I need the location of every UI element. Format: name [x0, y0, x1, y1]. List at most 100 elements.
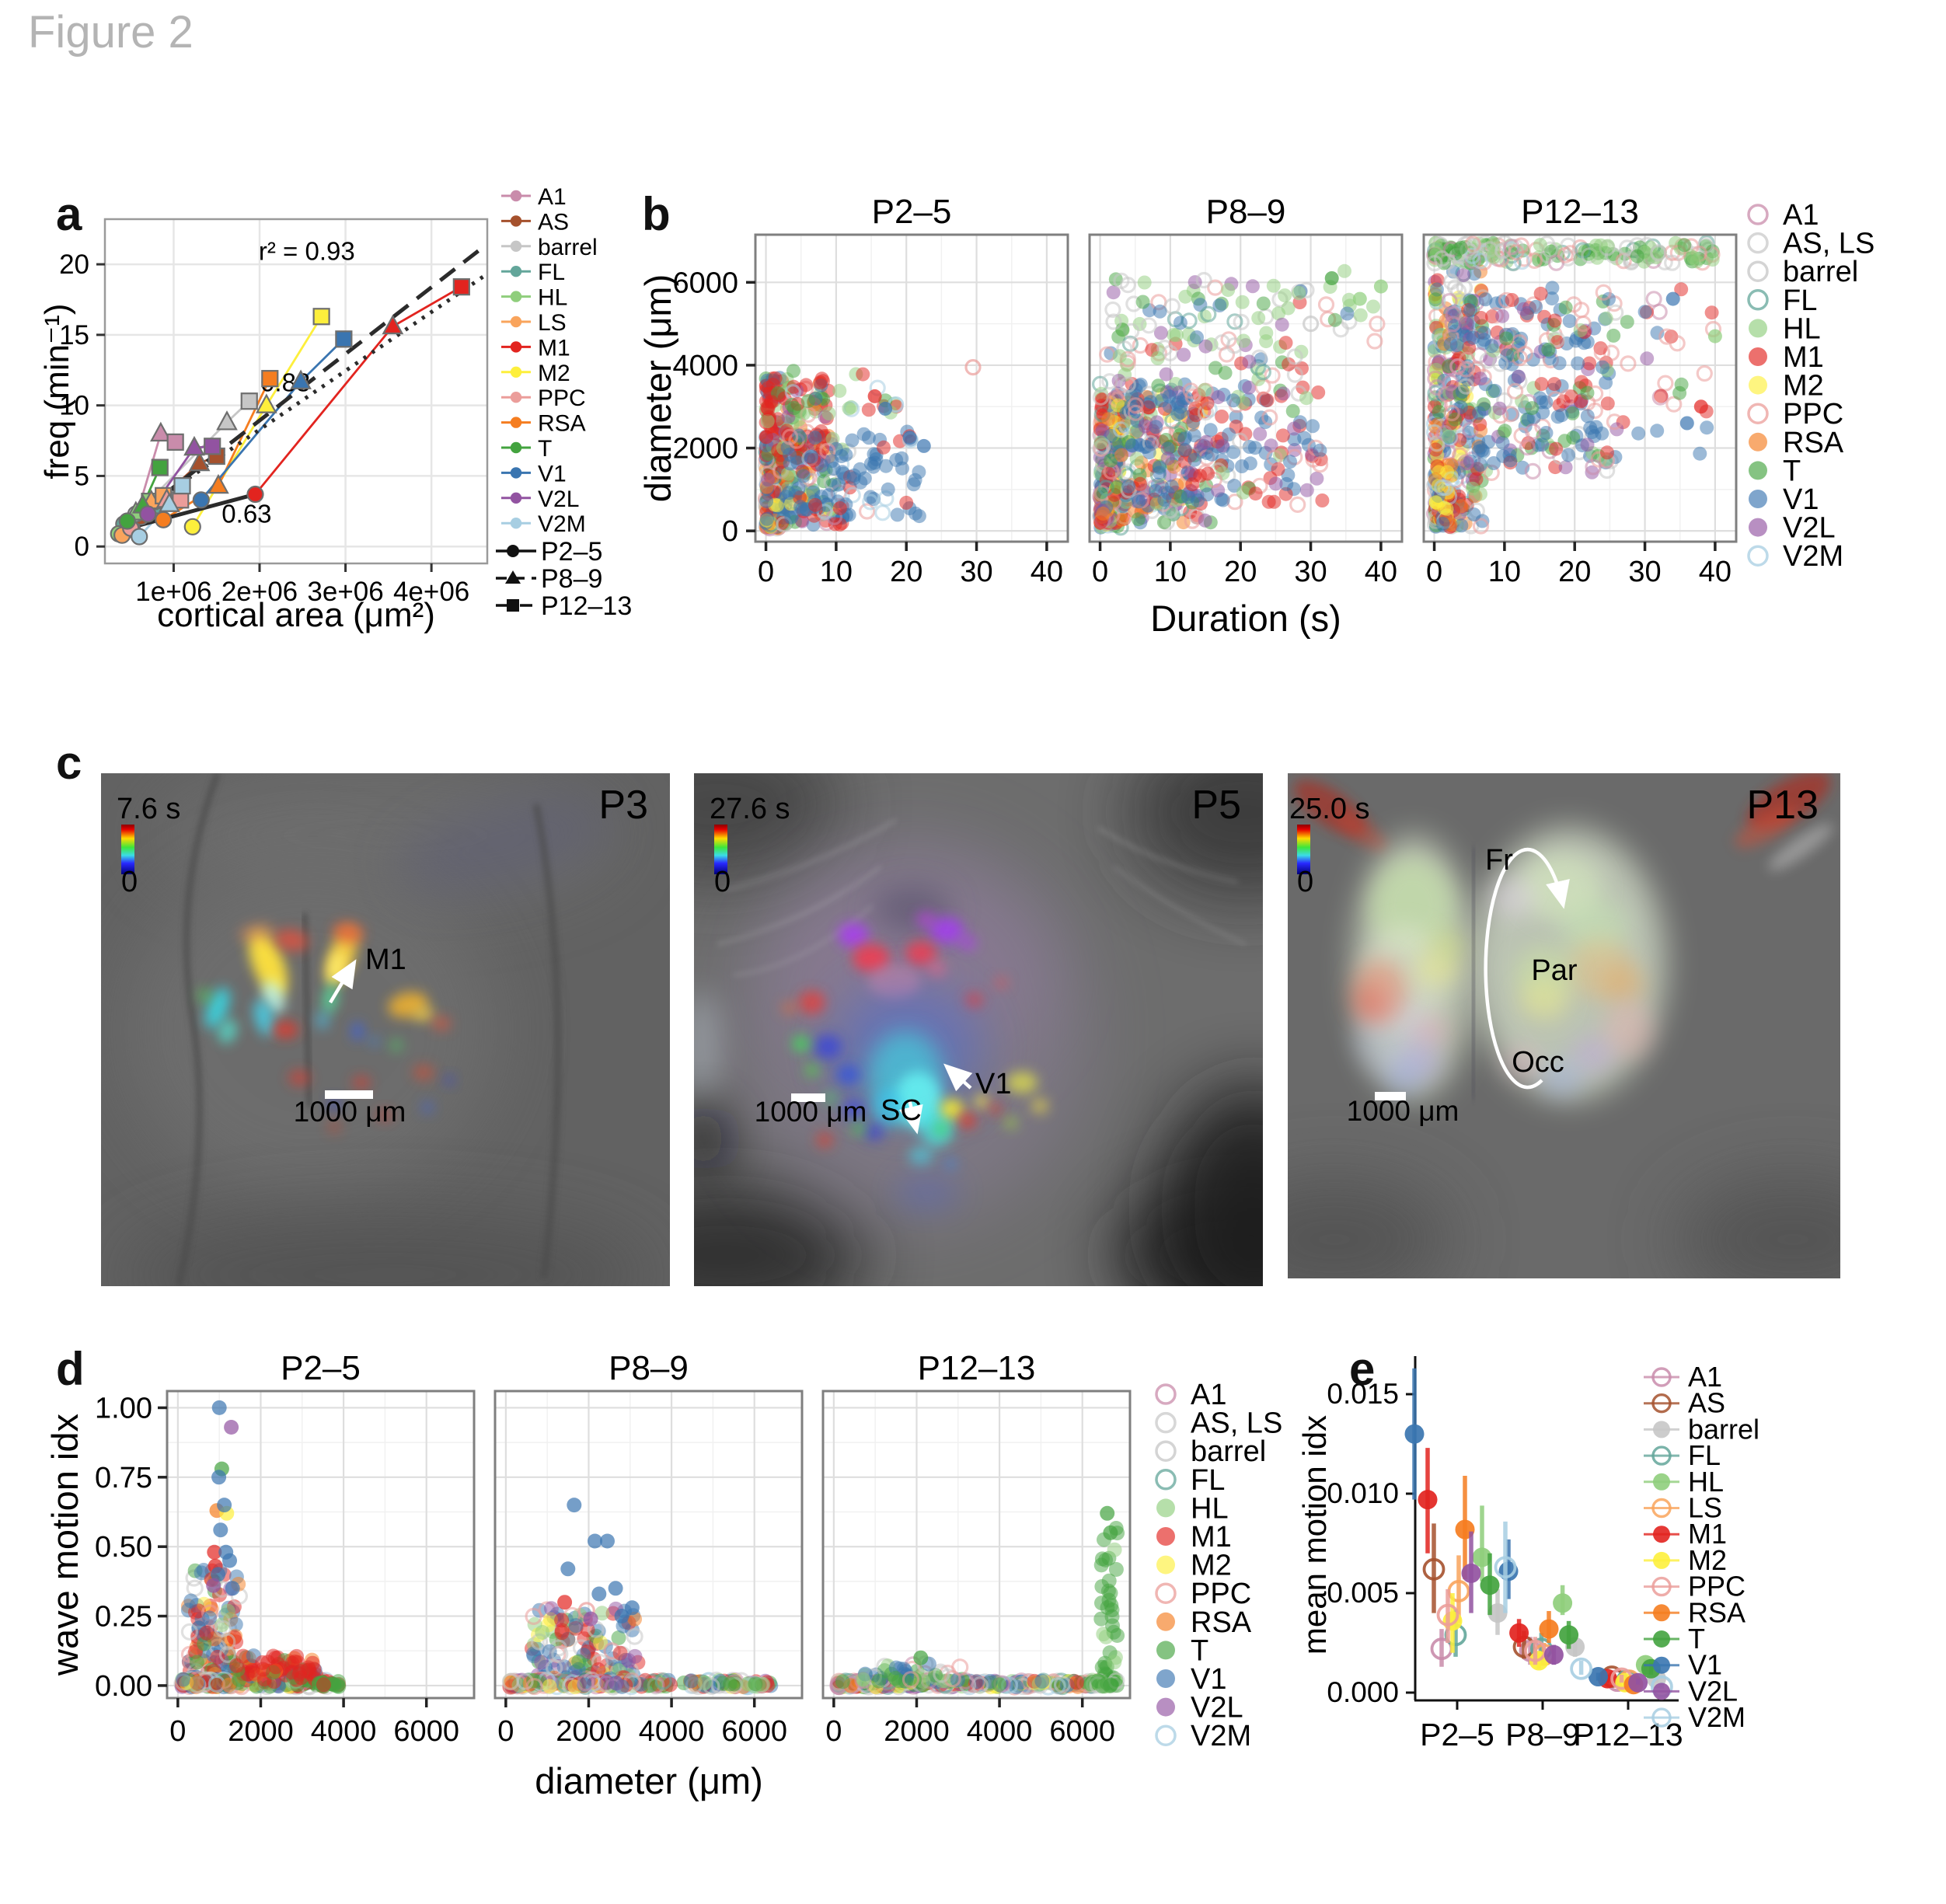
svg-text:0: 0 — [75, 532, 89, 562]
svg-text:M1: M1 — [538, 335, 570, 361]
svg-text:P12–13: P12–13 — [541, 591, 632, 621]
svg-text:T: T — [1191, 1634, 1208, 1667]
annotation-arrow — [329, 959, 357, 1004]
svg-text:0.50: 0.50 — [95, 1531, 152, 1564]
svg-text:P2–5: P2–5 — [541, 537, 602, 567]
svg-text:HL: HL — [1191, 1492, 1229, 1525]
svg-text:40: 40 — [1031, 556, 1063, 588]
scale-bar-label: 1000 μm — [755, 1096, 867, 1128]
svg-text:T: T — [1783, 455, 1801, 487]
svg-text:40: 40 — [1699, 556, 1732, 588]
svg-text:V2L: V2L — [1688, 1675, 1738, 1707]
age-label: P13 — [1746, 783, 1819, 828]
svg-text:V2M: V2M — [1783, 540, 1843, 573]
panel-c-images: 7.6 s 0 P3 1000 μm M1 27.6 s 0 P5 1000 μm V1 SC 25.… — [101, 773, 1840, 1286]
colorbar: 27.6 s 0 — [710, 793, 790, 898]
svg-text:M2: M2 — [1783, 370, 1824, 403]
brain-image-P13: 25.0 s 0 P13 1000 μm Fr Par Occ — [1288, 773, 1840, 1278]
svg-text:5: 5 — [75, 461, 89, 491]
svg-text:A1: A1 — [538, 184, 567, 210]
svg-text:HL: HL — [538, 285, 567, 311]
svg-text:10: 10 — [59, 391, 89, 421]
figure-title: Figure 2 — [28, 7, 194, 58]
region-annotation: Occ — [1512, 1046, 1564, 1079]
svg-text:6000: 6000 — [1049, 1715, 1115, 1748]
svg-text:M2: M2 — [1688, 1544, 1727, 1576]
svg-text:0.000: 0.000 — [1327, 1676, 1399, 1708]
panel-b-ylabel: diameter (μm) — [637, 274, 678, 502]
svg-text:RSA: RSA — [1688, 1596, 1745, 1628]
facet-title: P2–5 — [281, 1349, 361, 1387]
svg-text:4000: 4000 — [311, 1715, 377, 1748]
svg-text:20: 20 — [1224, 556, 1257, 588]
svg-text:PPC: PPC — [1688, 1571, 1745, 1602]
svg-text:2e+06: 2e+06 — [221, 577, 298, 607]
brain-image-P5: 27.6 s 0 P5 1000 μm V1 SC — [694, 773, 1263, 1286]
svg-text:10: 10 — [1154, 556, 1187, 588]
svg-text:A1: A1 — [1688, 1361, 1722, 1393]
colorbar-min-label: 0 — [121, 866, 138, 898]
svg-text:M2: M2 — [538, 361, 570, 386]
svg-text:V1: V1 — [1783, 483, 1819, 516]
age-label: P3 — [598, 783, 648, 828]
scatter-points-d-1 — [501, 1498, 779, 1696]
svg-text:FL: FL — [1688, 1439, 1721, 1471]
panel-e-label: e — [1349, 1343, 1376, 1395]
region-annotation: V1 — [975, 1068, 1011, 1100]
panel-e-ylabel: mean motion idx — [1296, 1415, 1333, 1655]
svg-text:4000: 4000 — [639, 1715, 705, 1748]
svg-text:6000: 6000 — [393, 1715, 459, 1748]
facet-title: P8–9 — [1206, 193, 1286, 231]
facet-title: P12–13 — [918, 1349, 1036, 1387]
svg-text:0: 0 — [722, 515, 738, 548]
svg-text:V1: V1 — [538, 461, 567, 486]
svg-text:0: 0 — [497, 1715, 514, 1748]
scale-bar-label: 1000 μm — [1347, 1095, 1460, 1127]
svg-text:PPC: PPC — [538, 385, 586, 411]
svg-text:0: 0 — [1092, 556, 1108, 588]
svg-text:M2: M2 — [1191, 1550, 1232, 1582]
svg-text:LS: LS — [538, 310, 567, 336]
svg-text:V2M: V2M — [1191, 1720, 1251, 1752]
svg-text:RSA: RSA — [538, 411, 586, 437]
svg-text:V2M: V2M — [1688, 1701, 1745, 1733]
panel-b-chart: P2–5 0 10 20 30 40 P8–9 0 10 20 30 40 P12–13 0 10 20 30 4… — [637, 193, 1875, 639]
scatter-points-b-0 — [757, 359, 982, 537]
svg-text:30: 30 — [1628, 556, 1661, 588]
svg-text:20: 20 — [890, 556, 922, 588]
svg-text:0.010: 0.010 — [1327, 1477, 1399, 1509]
svg-text:40: 40 — [1365, 556, 1397, 588]
svg-text:FL: FL — [538, 260, 565, 285]
svg-text:4000: 4000 — [672, 350, 738, 382]
brain-image-P3: 7.6 s 0 P3 1000 μm M1 — [101, 773, 670, 1286]
svg-text:15: 15 — [59, 320, 89, 350]
scale-bar-label: 1000 μm — [294, 1096, 406, 1128]
scatter-points-d-2 — [829, 1505, 1125, 1696]
svg-text:barrel: barrel — [1688, 1413, 1759, 1445]
svg-text:0.005: 0.005 — [1327, 1577, 1399, 1609]
svg-text:A1: A1 — [1191, 1379, 1226, 1411]
facet-title: P2–5 — [872, 193, 952, 231]
svg-text:RSA: RSA — [1191, 1606, 1252, 1639]
svg-text:M1: M1 — [1191, 1521, 1232, 1554]
svg-text:V1: V1 — [1688, 1649, 1722, 1681]
svg-text:V2M: V2M — [538, 511, 586, 537]
scale-bar: 1000 μm — [755, 1093, 867, 1128]
scatter-points-b-2 — [1425, 235, 1722, 535]
svg-text:HL: HL — [1688, 1466, 1724, 1498]
svg-text:A1: A1 — [1783, 199, 1819, 232]
svg-text:2000: 2000 — [556, 1715, 622, 1748]
scale-bar: 1000 μm — [294, 1090, 406, 1128]
svg-text:AS: AS — [538, 209, 569, 235]
scatter-points-b-1 — [1091, 263, 1388, 536]
svg-text:30: 30 — [960, 556, 992, 588]
svg-text:1.00: 1.00 — [95, 1392, 152, 1425]
svg-text:T: T — [1688, 1623, 1705, 1655]
panel-a-legend: A1ASbarrelFLHLLSM1M2PPCRSATV1V2LV2MP2–5P… — [496, 184, 632, 621]
svg-text:0.75: 0.75 — [95, 1462, 152, 1494]
